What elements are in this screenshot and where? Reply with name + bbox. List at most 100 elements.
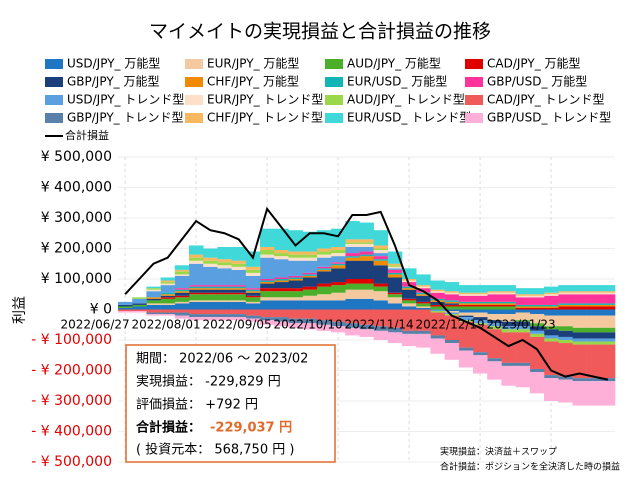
legend-swatch: [325, 95, 343, 105]
area-segment: [189, 288, 204, 290]
area-segment: [600, 332, 616, 339]
area-segment: [387, 265, 403, 267]
area-segment: [444, 309, 460, 312]
area-segment: [160, 283, 176, 286]
area-segment: [288, 279, 303, 281]
area-segment: [501, 362, 516, 366]
area-segment: [260, 246, 275, 251]
area-segment: [515, 332, 531, 363]
area-segment: [274, 309, 289, 318]
area-segment: [544, 304, 559, 307]
area-segment: [146, 286, 161, 289]
area-segment: [430, 301, 445, 305]
area-segment: [189, 260, 204, 264]
area-segment: [416, 330, 431, 334]
legend-label: CHF/JPY_ トレンド型: [207, 111, 323, 125]
area-segment: [245, 309, 261, 316]
area-segment: [373, 259, 389, 261]
legend-swatch: [325, 59, 343, 69]
area-segment: [373, 326, 389, 331]
y-tick-label: ¥ 0: [90, 302, 112, 318]
area-segment: [231, 314, 247, 318]
legend-label: GBP/USD_ 万能型: [487, 75, 587, 89]
area-segment: [402, 306, 417, 310]
area-segment: [430, 292, 445, 299]
area-segment: [515, 312, 531, 321]
area-segment: [473, 317, 488, 321]
area-segment: [316, 251, 332, 255]
area-segment: [373, 250, 389, 254]
area-segment: [572, 306, 587, 310]
area-segment: [345, 323, 360, 328]
area-segment: [473, 312, 488, 318]
area-segment: [572, 285, 587, 292]
area-segment: [529, 309, 545, 315]
area-segment: [572, 341, 587, 345]
area-segment: [217, 292, 232, 295]
x-tick-label: 2022/10/10: [274, 318, 343, 332]
area-segment: [529, 314, 545, 324]
area-segment: [515, 329, 531, 333]
area-segment: [416, 286, 431, 289]
area-segment: [402, 289, 417, 299]
area-segment: [544, 309, 559, 316]
area-segment: [558, 330, 573, 337]
area-segment: [600, 341, 616, 345]
area-segment: [302, 309, 318, 319]
area-segment: [316, 254, 332, 258]
note: 実現損益：決済益＋スワップ: [440, 446, 557, 458]
area-segment: [274, 279, 289, 281]
area-segment: [331, 282, 346, 286]
area-segment: [416, 333, 431, 348]
area-segment: [331, 268, 346, 283]
legend-swatch: [45, 59, 63, 69]
area-segment: [359, 256, 374, 261]
area-segment: [572, 309, 587, 316]
area-segment: [544, 338, 559, 342]
area-segment: [458, 309, 474, 313]
legend-swatch: [185, 113, 203, 123]
area-segment: [231, 294, 247, 301]
area-segment: [160, 292, 176, 295]
area-segment: [558, 343, 573, 377]
area-segment: [402, 268, 417, 279]
legend-swatch: [465, 59, 483, 69]
area-segment: [331, 321, 346, 327]
area-segment: [146, 314, 161, 316]
area-segment: [274, 321, 289, 327]
area-segment: [544, 286, 559, 293]
area-segment: [260, 291, 275, 298]
area-segment: [160, 282, 176, 284]
area-segment: [302, 289, 318, 296]
area-segment: [458, 285, 474, 293]
area-segment: [331, 250, 346, 254]
area-segment: [260, 257, 275, 279]
area-segment: [217, 317, 232, 321]
area-segment: [345, 239, 360, 243]
area-segment: [600, 306, 616, 310]
area-segment: [387, 297, 403, 304]
area-segment: [586, 338, 602, 342]
area-segment: [274, 282, 289, 289]
area-segment: [288, 280, 303, 289]
area-segment: [245, 269, 261, 273]
area-segment: [572, 315, 587, 328]
area-segment: [174, 291, 190, 293]
legend-label: CHF/JPY_ 万能型: [207, 75, 299, 89]
area-segment: [217, 309, 232, 315]
area-segment: [359, 309, 374, 325]
area-segment: [501, 301, 516, 304]
area-segment: [174, 275, 190, 289]
area-segment: [387, 274, 403, 278]
area-segment: [118, 311, 133, 313]
area-segment: [387, 327, 403, 333]
area-segment: [245, 266, 261, 270]
area-segment: [231, 263, 247, 267]
area-segment: [416, 295, 431, 302]
y-tick-label: - ¥ 100,000: [31, 332, 112, 348]
area-segment: [345, 246, 360, 254]
area-segment: [359, 246, 374, 252]
area-segment: [487, 326, 502, 330]
area-segment: [586, 341, 602, 345]
area-segment: [558, 303, 573, 305]
